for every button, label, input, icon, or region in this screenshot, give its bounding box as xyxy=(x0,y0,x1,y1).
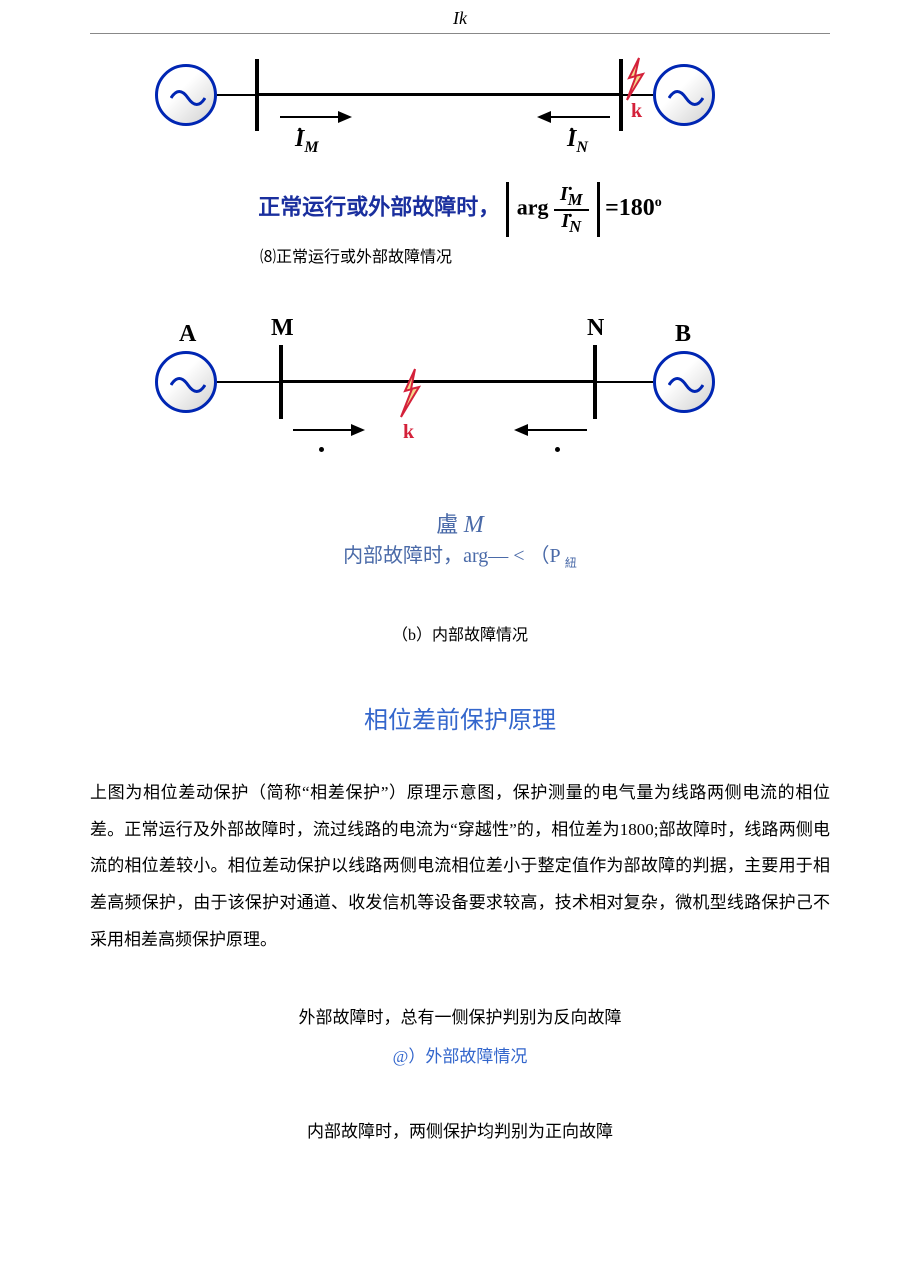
formula-b-line2: 内部故障时，arg— < （P 紐 xyxy=(0,539,920,571)
lightning-icon xyxy=(621,56,651,106)
arrow-head-icon xyxy=(338,111,352,123)
arrow-head-icon xyxy=(351,424,365,436)
diagram-external-fault: .IM .IN k xyxy=(155,54,715,174)
generator-left-icon xyxy=(155,64,217,126)
int-sub: 紐 xyxy=(565,556,577,570)
ext-fault-statement: 外部故障时，总有一侧保护判别为反向故障 xyxy=(0,1003,920,1028)
lightning-icon xyxy=(395,367,425,422)
fraction: .IM .IN xyxy=(554,184,589,235)
line xyxy=(597,381,653,383)
label-in: .IN xyxy=(567,126,588,157)
generator-right-icon xyxy=(653,64,715,126)
mi-m: M xyxy=(464,512,484,538)
arrow-head-icon xyxy=(537,111,551,123)
line xyxy=(217,381,279,383)
gen-label-b: B xyxy=(675,321,691,348)
formula-b-line1: 盧 M xyxy=(0,507,920,539)
sub-m: M xyxy=(304,139,318,156)
eq180: =180 xyxy=(605,195,655,221)
label-im: .IM xyxy=(295,126,319,157)
generator-right-icon xyxy=(653,351,715,413)
sine-wave-icon xyxy=(170,89,206,107)
section-title: 相位差前保护原理 xyxy=(0,700,920,735)
arg-text: arg xyxy=(517,195,549,220)
deg: o xyxy=(655,195,662,210)
ext-fault-label: @）外部故障情况 xyxy=(0,1042,920,1067)
diagram-internal-fault: A B M N k xyxy=(155,317,715,477)
formula-prefix: 正常运行或外部故障时， xyxy=(258,195,500,220)
gen-label-a: A xyxy=(179,321,196,348)
arrow-in xyxy=(550,116,610,118)
dot-left xyxy=(319,447,324,452)
abs-bars: arg .IM .IN xyxy=(506,182,600,237)
arrow-right xyxy=(527,429,587,431)
generator-left-icon xyxy=(155,351,217,413)
sub-n: N xyxy=(576,139,588,156)
int-prefix: 内部故障时， xyxy=(343,545,463,567)
sine-wave-icon xyxy=(170,376,206,394)
header-label: Ik xyxy=(453,8,467,28)
int-fault-statement: 内部故障时，两侧保护均判别为正向故障 xyxy=(0,1117,920,1142)
formula-external: 正常运行或外部故障时， arg .IM .IN =180o xyxy=(0,182,920,237)
bus-label-m: M xyxy=(271,315,294,342)
caption-a: ⑻正常运行或外部故障情况 xyxy=(260,243,920,267)
dot-right xyxy=(555,447,560,452)
fault-label-k: k xyxy=(403,421,414,444)
arrow-im xyxy=(280,116,340,118)
lu-prefix: 盧 xyxy=(436,512,464,537)
int-math: arg— < （P xyxy=(463,545,565,567)
line xyxy=(217,94,257,96)
transmission-line xyxy=(283,380,593,383)
caption-b: （b）内部故障情况 xyxy=(0,621,920,645)
formula-result: =180o xyxy=(605,195,662,221)
bus-label-n: N xyxy=(587,315,604,342)
transmission-line xyxy=(259,93,619,96)
sine-wave-icon xyxy=(668,89,704,107)
sine-wave-icon xyxy=(668,376,704,394)
formula-internal: 盧 M 内部故障时，arg— < （P 紐 xyxy=(0,507,920,571)
arrow-left xyxy=(293,429,353,431)
fault-label-k: k xyxy=(631,100,642,123)
body-paragraph: 上图为相位差动保护（简称“相差保护”）原理示意图，保护测量的电气量为线路两侧电流… xyxy=(90,775,830,958)
arrow-head-icon xyxy=(514,424,528,436)
page-header: Ik xyxy=(90,0,830,34)
